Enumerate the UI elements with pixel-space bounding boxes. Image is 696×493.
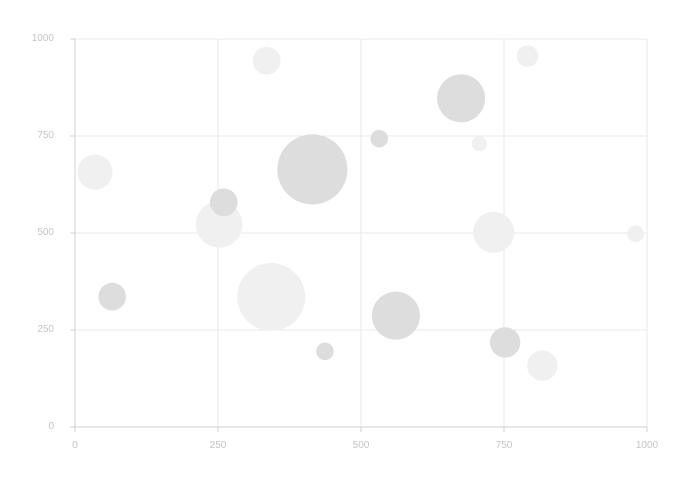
y-tick-label: 500 — [37, 227, 54, 238]
y-tick-label: 1000 — [32, 33, 55, 44]
tick-labels: 0 250 500 750 1000 0 250 500 750 1000 — [32, 33, 659, 451]
bubble-point — [471, 136, 487, 152]
bubble-point — [516, 45, 539, 67]
bubble-point — [77, 154, 113, 190]
bubble-point — [527, 350, 558, 381]
grid-lines — [75, 38, 648, 427]
x-tick-label: 750 — [496, 440, 513, 451]
bubble-point — [316, 342, 334, 361]
x-tick-label: 500 — [353, 440, 370, 451]
y-tick-label: 0 — [48, 421, 54, 432]
y-tick-label: 750 — [37, 130, 54, 141]
bubble-point — [627, 225, 644, 243]
bubble-point — [209, 188, 238, 217]
bubble-point — [98, 282, 127, 311]
bubble-point — [489, 327, 521, 358]
bubble-point — [371, 291, 420, 340]
bubble-point — [277, 134, 348, 205]
x-tick-label: 250 — [210, 440, 227, 451]
x-tick-label: 1000 — [636, 440, 659, 451]
bubble-point — [252, 46, 281, 75]
axes — [70, 38, 648, 432]
bubble-point — [437, 74, 486, 123]
x-tick-label: 0 — [72, 440, 78, 451]
y-tick-label: 250 — [37, 324, 54, 335]
bubble-point — [370, 129, 389, 148]
bubble-point — [237, 263, 306, 331]
bubble-point — [473, 211, 515, 253]
bubbles — [77, 45, 644, 381]
